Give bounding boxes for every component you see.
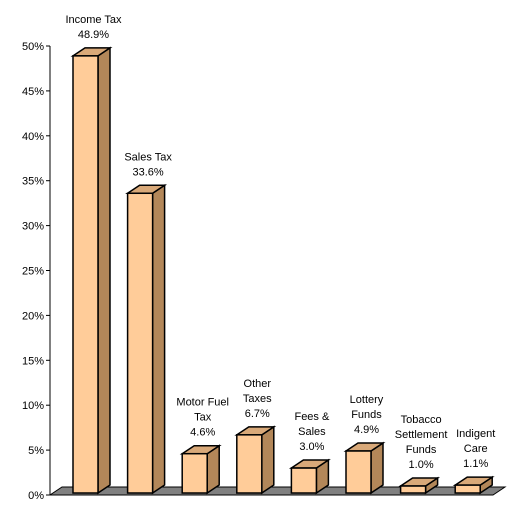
- bar: [452, 475, 495, 495]
- category-label: Taxes: [243, 393, 272, 405]
- category-label: Lottery: [350, 394, 384, 406]
- y-axis: 0% 5% 10% 15% 20% 25% 30% 35% 40% 45% 50%: [22, 41, 51, 502]
- y-tick-label: 15%: [22, 355, 44, 367]
- bar-front: [399, 485, 427, 494]
- y-tick-label: 35%: [22, 176, 44, 188]
- category-label: Tobacco: [401, 414, 442, 426]
- category-label: Funds: [406, 444, 437, 456]
- bar-labels: Income Tax 48.9% Sales Tax 33.6% Motor Fuel T…: [65, 14, 495, 471]
- bar-label: Sales Tax 33.6%: [124, 151, 172, 178]
- bar: [125, 183, 168, 495]
- bar-front: [181, 452, 208, 494]
- chart-floor: [48, 486, 507, 496]
- bar: [179, 444, 222, 495]
- y-tick-label: 5%: [28, 445, 44, 457]
- bar-label: Tobacco Settlement Funds 1.0%: [395, 414, 448, 471]
- y-tick-label: 40%: [22, 131, 44, 143]
- category-label: Other: [244, 378, 272, 390]
- category-label: Motor Fuel: [176, 397, 229, 409]
- data-label: 48.9%: [78, 29, 109, 41]
- bar-front: [345, 450, 372, 494]
- data-label: 33.6%: [132, 166, 163, 178]
- category-label: Sales Tax: [124, 151, 172, 163]
- data-label: 6.7%: [245, 408, 270, 420]
- y-tick-label: 50%: [22, 41, 44, 53]
- bar-label: Other Taxes 6.7%: [243, 378, 272, 420]
- bar-front: [126, 192, 154, 494]
- bar-front: [454, 484, 481, 494]
- y-tick-label: 30%: [22, 221, 44, 233]
- bar-front: [72, 55, 99, 494]
- bars: [70, 46, 495, 495]
- category-label: Settlement: [395, 429, 448, 441]
- category-label: Tax: [194, 412, 212, 424]
- bar-front: [236, 434, 263, 494]
- y-tick-label: 10%: [22, 400, 44, 412]
- bar-label: Income Tax 48.9%: [65, 14, 122, 41]
- y-tick-label: 20%: [22, 310, 44, 322]
- bar: [288, 458, 331, 495]
- data-label: 4.6%: [190, 427, 215, 439]
- category-label: Care: [464, 443, 488, 455]
- bar-side: [151, 183, 166, 495]
- bar-front: [290, 467, 318, 494]
- bar: [234, 425, 277, 495]
- bar: [343, 441, 386, 495]
- category-label: Fees &: [294, 411, 330, 423]
- chart-floor-plane: [48, 486, 507, 496]
- category-label: Sales: [298, 426, 326, 438]
- data-label: 1.1%: [463, 458, 488, 470]
- y-tick-label: 45%: [22, 86, 44, 98]
- bar-label: Lottery Funds 4.9%: [350, 394, 384, 436]
- bar-label: Indigent Care 1.1%: [456, 428, 495, 470]
- bar: [398, 476, 441, 495]
- y-tick-label: 0%: [28, 490, 44, 502]
- bar-label: Fees & Sales 3.0%: [294, 411, 330, 453]
- category-label: Income Tax: [65, 14, 122, 26]
- bar-label: Motor Fuel Tax 4.6%: [176, 397, 229, 439]
- category-label: Indigent: [456, 428, 495, 440]
- data-label: 3.0%: [299, 441, 324, 453]
- y-tick-label: 25%: [22, 266, 44, 278]
- bar-side: [97, 46, 111, 495]
- data-label: 4.9%: [354, 424, 379, 436]
- data-label: 1.0%: [409, 459, 434, 471]
- bar: [70, 46, 113, 495]
- category-label: Funds: [351, 409, 382, 421]
- bar-side: [261, 425, 275, 495]
